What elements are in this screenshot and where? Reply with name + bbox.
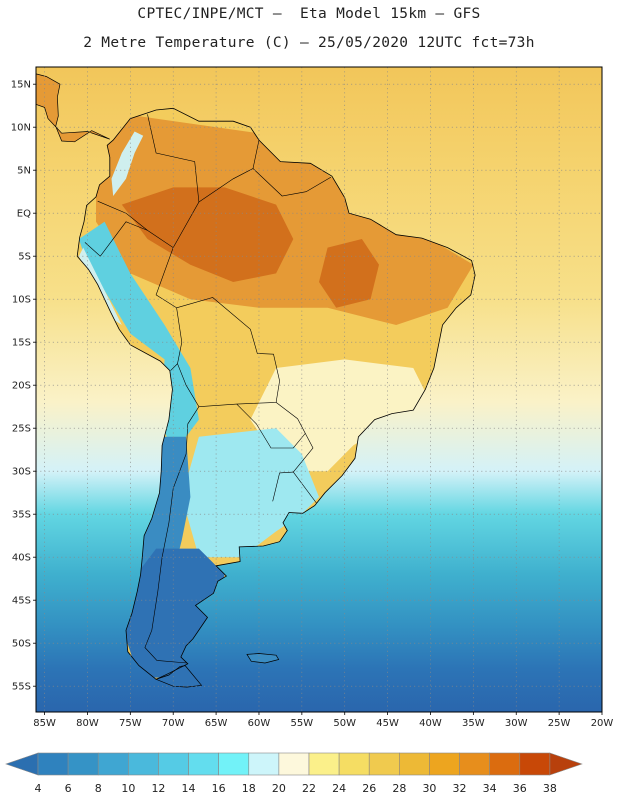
lat-tick-label: 25S xyxy=(12,424,31,435)
colorbar-label: 6 xyxy=(65,782,72,795)
border-line xyxy=(252,168,332,197)
colorbar-box xyxy=(218,752,250,776)
lat-tick-label: 20S xyxy=(12,381,31,392)
colorbar-box xyxy=(459,752,490,776)
colorbar-label: 20 xyxy=(272,782,286,795)
lat-tick-label: 50S xyxy=(12,639,31,650)
region-colombia-andes xyxy=(111,131,144,196)
colorbar-label: 32 xyxy=(453,782,467,795)
lat-tick-label: EQ xyxy=(17,209,31,220)
colorbar-label: 36 xyxy=(513,782,527,795)
colorbar: 4 6 8 10 12 14 16 18 20 22 24 26 28 30 32 34 36 38 xyxy=(5,752,583,795)
colorbar-box xyxy=(308,752,340,776)
colorbar-box xyxy=(278,752,310,776)
lat-tick-label: 30S xyxy=(12,467,31,478)
colorbar-box xyxy=(429,752,460,776)
region-south-brazil xyxy=(250,359,431,472)
colorbar-box xyxy=(67,752,99,776)
thermal-regions xyxy=(78,110,474,678)
chart-title-line2: 2 Metre Temperature (C) – 25/05/2020 12U… xyxy=(83,35,535,51)
longitude-labels: 85W 80W 75W 70W 65W 60W 55W 50W 45W 40W 35W 30W 25W 2… xyxy=(33,712,613,729)
tierra-del-fuego xyxy=(155,665,203,688)
colorbar-box xyxy=(399,752,430,776)
lon-tick-label: 20W xyxy=(591,718,614,729)
lat-tick-label: 40S xyxy=(12,553,31,564)
colorbar-labels: 4 6 8 10 12 14 16 18 20 22 24 26 28 30 32 34 36 38 xyxy=(35,782,557,795)
lon-tick-label: 25W xyxy=(548,718,571,729)
colorbar-box xyxy=(128,752,159,776)
colorbar-label: 30 xyxy=(422,782,436,795)
colorbar-box xyxy=(158,752,189,776)
lon-tick-label: 30W xyxy=(505,718,528,729)
colorbar-box xyxy=(188,752,219,776)
colorbar-label: 28 xyxy=(392,782,406,795)
colorbar-label: 22 xyxy=(302,782,316,795)
lon-tick-label: 55W xyxy=(291,718,314,729)
region-amazon-hot-core xyxy=(121,187,294,282)
region-amazon-tropical xyxy=(96,110,474,325)
colorbar-box xyxy=(248,752,280,776)
chart-title-line1: CPTEC/INPE/MCT – Eta Model 15km – GFS xyxy=(137,6,481,22)
colorbar-label: 24 xyxy=(332,782,346,795)
lat-tick-label: 10N xyxy=(11,123,31,134)
colorbar-box xyxy=(338,752,370,776)
lat-tick-label: 15S xyxy=(12,338,31,349)
lon-tick-label: 80W xyxy=(76,718,99,729)
temperature-map: 15N 10N 5N EQ 5S 10S 15S 20S 25S 30S 35S 40S 45S 50S 5… xyxy=(11,66,613,729)
latitude-labels: 15N 10N 5N EQ 5S 10S 15S 20S 25S 30S 35S 40S 45S 50S 5… xyxy=(11,80,36,693)
border-line xyxy=(97,114,200,249)
land-layer xyxy=(36,67,476,688)
falkland-islands xyxy=(246,653,280,664)
central-america-land xyxy=(36,67,110,143)
border-line xyxy=(176,297,280,408)
colorbar-boxes xyxy=(5,752,583,776)
map-frame xyxy=(35,66,603,713)
lat-tick-label: 10S xyxy=(12,295,31,306)
lat-tick-label: 5S xyxy=(18,252,31,263)
colorbar-label: 8 xyxy=(95,782,102,795)
lon-tick-label: 45W xyxy=(376,718,399,729)
lat-tick-label: 55S xyxy=(12,682,31,693)
colorbar-label: 4 xyxy=(35,782,42,795)
region-peru-coast xyxy=(78,247,122,325)
lat-tick-label: 5N xyxy=(17,166,31,177)
colorbar-box xyxy=(519,752,551,776)
colorbar-box xyxy=(97,752,129,776)
colorbar-label: 34 xyxy=(483,782,497,795)
country-borders xyxy=(84,114,332,664)
lat-tick-label: 15N xyxy=(11,80,31,91)
colorbar-label: 14 xyxy=(182,782,196,795)
lon-tick-label: 70W xyxy=(162,718,185,729)
border-line xyxy=(198,140,260,203)
lat-tick-label: 45S xyxy=(12,596,31,607)
colorbar-box xyxy=(37,752,69,776)
colorbar-label: 16 xyxy=(212,782,226,795)
colorbar-label: 38 xyxy=(543,782,557,795)
border-line xyxy=(84,221,148,257)
colorbar-label: 12 xyxy=(151,782,165,795)
colorbar-label: 18 xyxy=(242,782,256,795)
lat-tick-label: 35S xyxy=(12,510,31,521)
lon-tick-label: 50W xyxy=(333,718,356,729)
border-line xyxy=(236,402,306,449)
lon-tick-label: 35W xyxy=(462,718,485,729)
border-line xyxy=(293,471,317,504)
lon-tick-label: 40W xyxy=(419,718,442,729)
lon-tick-label: 65W xyxy=(205,718,228,729)
lon-tick-label: 60W xyxy=(248,718,271,729)
colorbar-box xyxy=(368,752,400,776)
colorbar-label: 26 xyxy=(362,782,376,795)
colorbar-low-arrow xyxy=(5,752,39,776)
colorbar-box xyxy=(489,752,521,776)
border-line xyxy=(155,247,183,371)
lon-tick-label: 85W xyxy=(33,718,56,729)
colorbar-label: 10 xyxy=(121,782,135,795)
lon-tick-label: 75W xyxy=(119,718,142,729)
colorbar-high-arrow xyxy=(549,752,583,776)
